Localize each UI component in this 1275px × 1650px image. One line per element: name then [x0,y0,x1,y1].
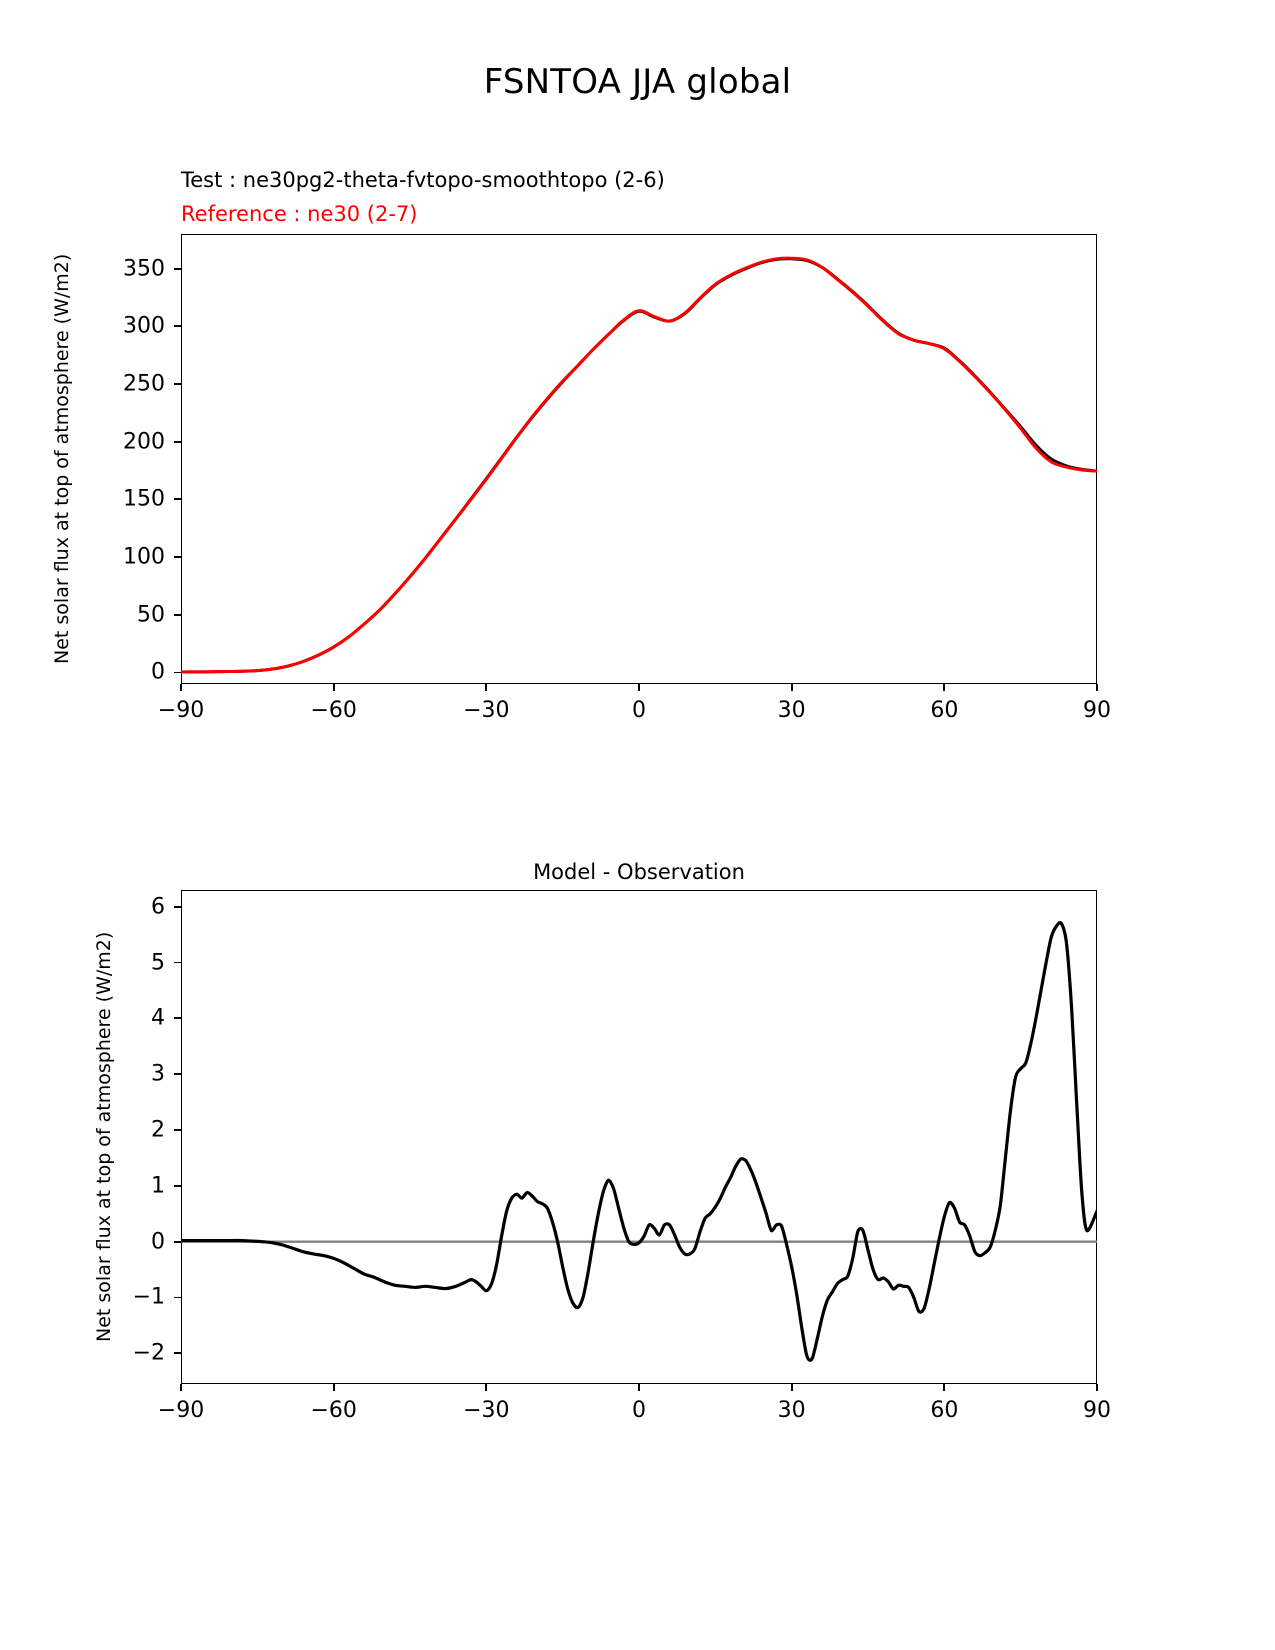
matplotlib-figure: FSNTOA JJA global Test : ne30pg2-theta-f… [0,0,1275,1650]
curve-layer [0,0,1275,1650]
series-line-0 [181,923,1097,1361]
